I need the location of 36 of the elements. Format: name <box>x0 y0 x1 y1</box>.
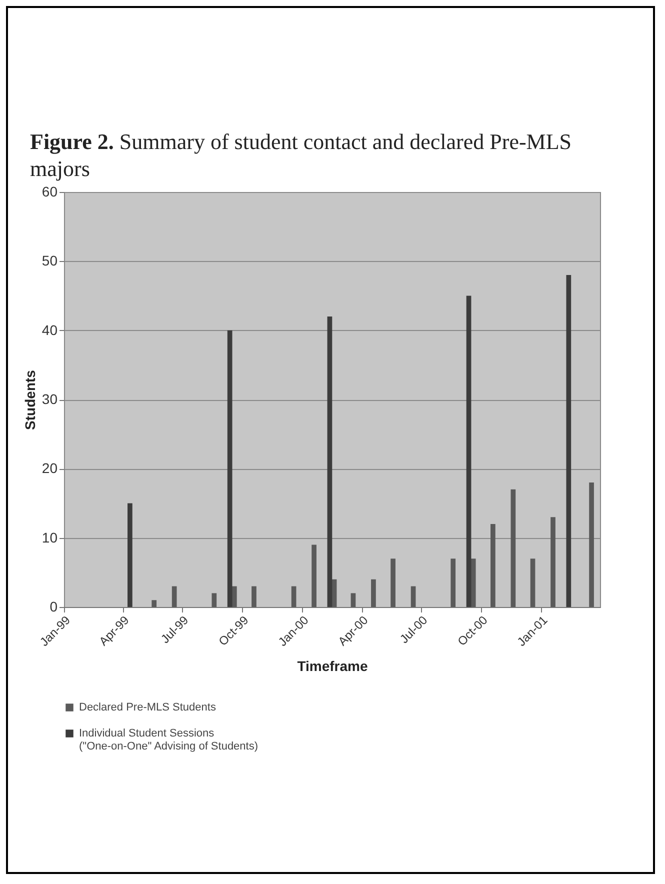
bar <box>390 558 396 607</box>
bar <box>327 316 332 607</box>
bar <box>470 558 476 607</box>
bar <box>350 593 356 607</box>
bar <box>252 586 256 607</box>
y-tick-label: 30 <box>42 391 58 407</box>
bar <box>371 579 376 607</box>
bar <box>227 330 232 607</box>
y-tick-label: 20 <box>42 460 58 476</box>
bar <box>152 600 157 607</box>
bar <box>212 593 217 607</box>
x-axis-title: Timeframe <box>297 658 368 674</box>
bar <box>510 489 516 607</box>
bar <box>550 517 556 607</box>
chart-title: Figure 2. Summary of student contact and declared Pre-MLS majors <box>30 129 572 181</box>
bar <box>128 503 132 607</box>
y-axis-title: Students <box>22 370 38 430</box>
y-tick-label: 0 <box>50 598 58 614</box>
legend-label: Declared Pre-MLS Students <box>79 702 216 714</box>
bar <box>466 296 472 607</box>
legend-label: Individual Student Sessions ("One-on-One" Advising of Students) <box>79 728 258 752</box>
bar <box>566 275 572 607</box>
y-tick-label: 50 <box>42 252 58 269</box>
bar <box>172 586 177 607</box>
bar <box>232 586 237 607</box>
bar <box>291 586 296 607</box>
bar <box>332 579 337 607</box>
y-tick-label: 40 <box>42 322 58 338</box>
bar <box>490 524 496 607</box>
bar <box>312 544 316 607</box>
bar <box>530 558 536 607</box>
y-tick-label: 60 <box>42 184 58 200</box>
bar <box>410 586 416 607</box>
bar <box>589 482 594 607</box>
y-tick-label: 10 <box>42 529 58 546</box>
bar <box>450 558 456 607</box>
